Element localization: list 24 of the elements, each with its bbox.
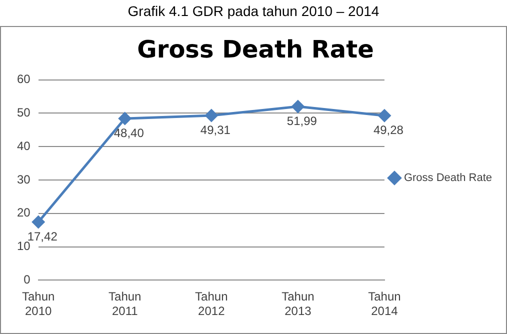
y-tick-label: 10 xyxy=(16,239,31,254)
x-tick-label: Tahun 2012 xyxy=(195,290,228,318)
x-tick-label: Tahun 2011 xyxy=(108,290,142,318)
x-tick-label: Tahun 2010 xyxy=(22,290,55,318)
data-label: 48,40 xyxy=(114,126,144,140)
data-label: 49,31 xyxy=(200,122,231,137)
point xyxy=(32,216,45,228)
chart-title: Gross Death Rate xyxy=(137,36,374,64)
y-tick-label: 50 xyxy=(16,106,31,120)
y-tick-label: 0 xyxy=(24,272,31,287)
x-tick-label: Tahun 2014 xyxy=(368,290,401,318)
legend-label: Gross Death Rate xyxy=(404,172,492,184)
point xyxy=(292,100,304,113)
point xyxy=(378,109,391,122)
y-tick-label: 40 xyxy=(16,138,31,153)
data-label: 51,99 xyxy=(286,114,318,128)
data-label: 49,28 xyxy=(373,122,404,137)
chart-subtitle: Grafik 4.1 GDR pada tahun 2010 – 2014 xyxy=(126,2,380,21)
x-tick-label: Tahun 2013 xyxy=(282,290,314,318)
y-tick-label: 60 xyxy=(16,72,31,86)
y-tick-label: 20 xyxy=(16,206,31,220)
y-tick-label: 30 xyxy=(16,172,31,186)
point xyxy=(118,112,132,125)
point xyxy=(205,109,218,122)
